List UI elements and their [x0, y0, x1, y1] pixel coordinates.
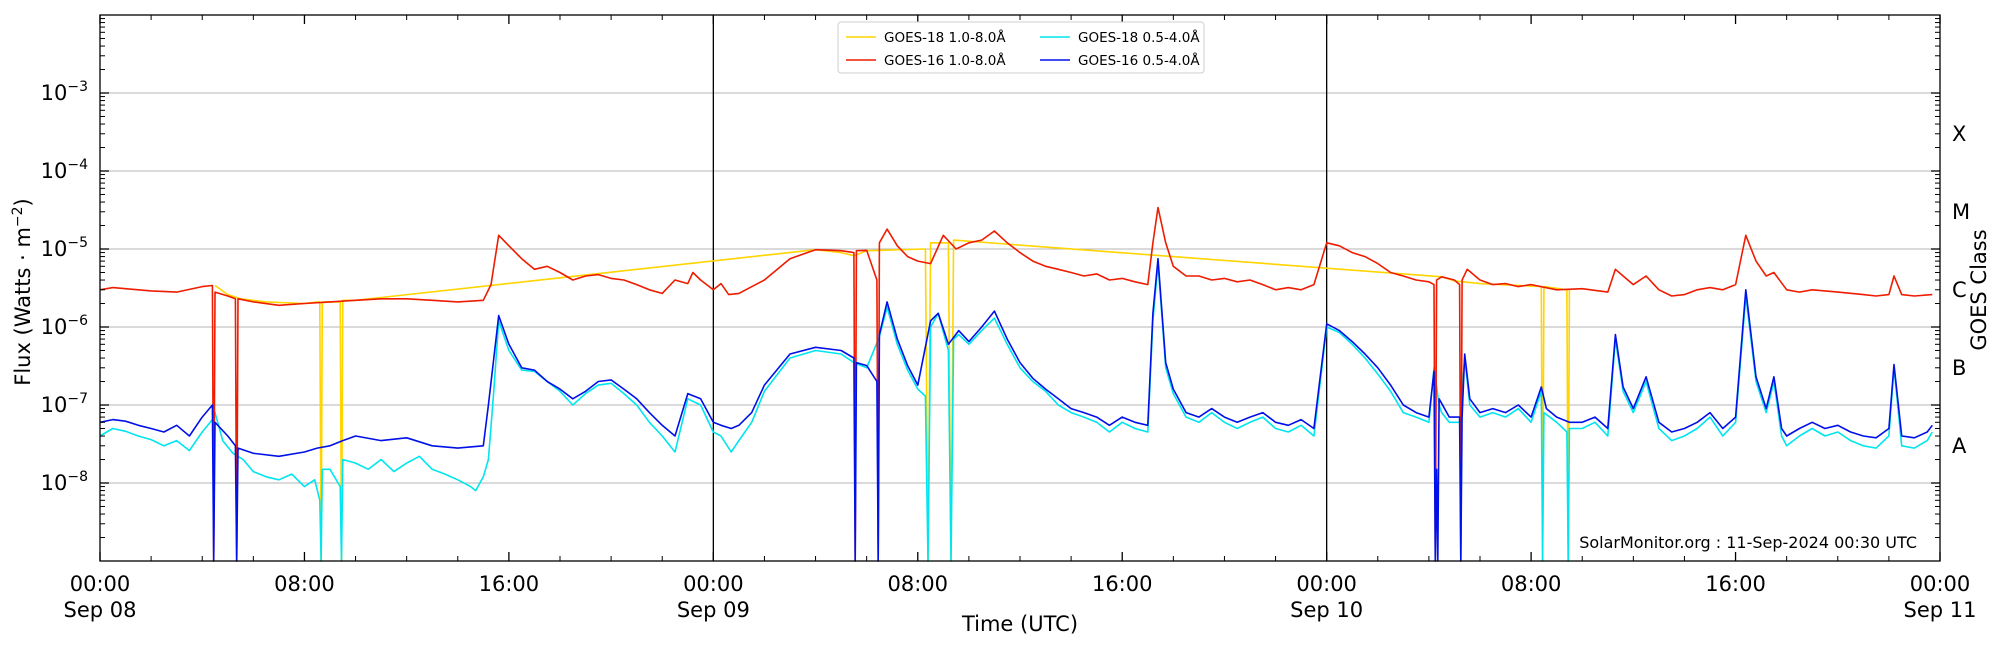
x-tick-label: 00:00 — [1910, 572, 1971, 596]
y-tick-label: 10−7 — [41, 391, 88, 417]
y-axis-ticks: 10−8 10−7 10−6 10−5 10−4 10−3 — [41, 18, 1940, 539]
goes-class-axis-label: GOES Class — [1967, 229, 1991, 350]
legend-label: GOES-16 1.0-8.0Å — [884, 52, 1006, 69]
series-line — [99, 257, 1933, 562]
legend-label: GOES-18 0.5-4.0Å — [1078, 29, 1200, 46]
y-tick-label: 10−6 — [41, 313, 88, 339]
x-tick-date-label: Sep 10 — [1290, 598, 1363, 622]
legend-label: GOES-18 1.0-8.0Å — [884, 29, 1006, 46]
x-tick-label: 16:00 — [479, 572, 540, 596]
y-axis-label: Flux (Watts · m−2) — [10, 198, 35, 386]
x-tick-label: 00:00 — [683, 572, 744, 596]
series-line — [99, 206, 1933, 562]
series-lines — [99, 206, 1933, 562]
x-tick-label: 16:00 — [1092, 572, 1153, 596]
x-tick-label: 00:00 — [1296, 572, 1357, 596]
legend: GOES-18 1.0-8.0Å GOES-18 0.5-4.0Å GOES-16 … — [837, 21, 1205, 74]
x-tick-date-label: Sep 09 — [677, 598, 750, 622]
goes-class-labels: A B C M X — [1952, 122, 1970, 458]
y-tick-label: 10−4 — [41, 157, 88, 183]
y-tick-label: 10−3 — [41, 79, 88, 105]
plot-frame — [99, 14, 1941, 562]
goes-class-c: C — [1952, 278, 1967, 302]
y-tick-label: 10−8 — [41, 469, 88, 495]
credit-text: SolarMonitor.org : 11-Sep-2024 00:30 UTC — [1579, 533, 1917, 552]
goes-class-x: X — [1952, 122, 1966, 146]
goes-class-b: B — [1952, 356, 1966, 380]
x-tick-label: 00:00 — [70, 572, 131, 596]
x-axis-label: Time (UTC) — [961, 612, 1078, 636]
x-tick-label: 08:00 — [888, 572, 949, 596]
y-tick-label: 10−5 — [41, 235, 88, 261]
x-tick-label: 08:00 — [274, 572, 335, 596]
x-tick-label: 16:00 — [1705, 572, 1766, 596]
goes-class-m: M — [1952, 200, 1970, 224]
x-tick-date-label: Sep 08 — [64, 598, 137, 622]
x-tick-date-label: Sep 11 — [1904, 598, 1977, 622]
series-line — [99, 262, 1933, 562]
series-line — [214, 239, 1571, 562]
x-tick-label: 08:00 — [1501, 572, 1562, 596]
grid — [100, 15, 1940, 561]
legend-label: GOES-16 0.5-4.0Å — [1078, 52, 1200, 69]
goes-class-a: A — [1952, 434, 1967, 458]
